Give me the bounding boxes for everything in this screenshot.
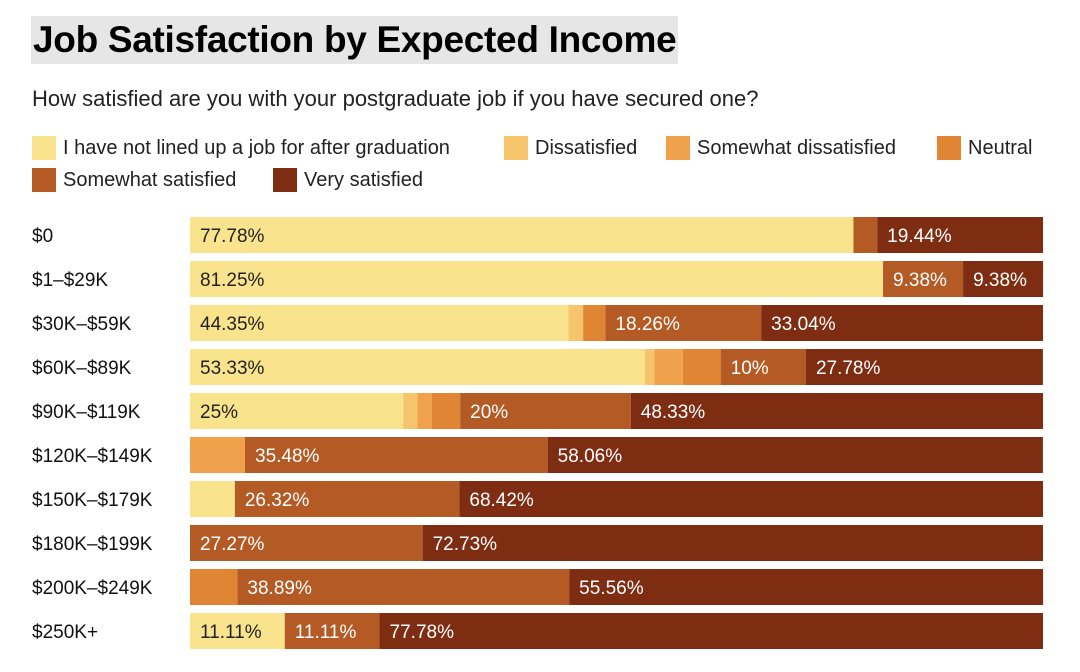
data-label: 18.26% <box>615 314 680 335</box>
legend-item-neutral: Neutral <box>937 134 1032 162</box>
legend-item-somewhat-dissatisfied: Somewhat dissatisfied <box>666 134 896 162</box>
bar-segment <box>190 437 246 473</box>
bar-segment <box>853 217 878 253</box>
bar-segment <box>190 481 235 517</box>
bar-segment <box>720 349 806 385</box>
bar-segment <box>417 393 432 429</box>
legend-item-not-lined-up: I have not lined up a job for after grad… <box>32 134 450 162</box>
legend-swatch <box>666 136 690 160</box>
data-label: 77.78% <box>390 622 455 643</box>
data-label: 72.73% <box>433 534 498 555</box>
data-label: 35.48% <box>255 446 320 467</box>
data-label: 33.04% <box>771 314 836 335</box>
row-label: $60K–$89K <box>32 358 132 379</box>
legend-item-very-satisfied: Very satisfied <box>273 166 423 194</box>
bar-segment <box>237 569 570 605</box>
data-label: 9.38% <box>893 270 947 291</box>
bar-segment <box>190 569 238 605</box>
data-label: 11.11% <box>200 622 262 643</box>
data-label: 55.56% <box>579 578 644 599</box>
bar-segment <box>605 305 762 341</box>
bar-segment <box>431 393 461 429</box>
bar-segment <box>963 261 1044 297</box>
data-label: 9.38% <box>973 270 1027 291</box>
bar-segment <box>682 349 721 385</box>
chart-subtitle: How satisfied are you with your postgrad… <box>32 86 759 111</box>
legend-swatch <box>504 136 528 160</box>
data-label: 25% <box>200 402 238 423</box>
legend-label: Very satisfied <box>304 169 423 191</box>
chart-title: Job Satisfaction by Expected Income <box>31 16 679 64</box>
bar-segment <box>284 613 380 649</box>
row-label: $0 <box>32 226 53 247</box>
data-label: 26.32% <box>245 490 310 511</box>
data-label: 44.35% <box>200 314 265 335</box>
bar-segment <box>547 437 1043 473</box>
row-label: $30K–$59K <box>32 314 132 335</box>
row-label: $180K–$199K <box>32 534 153 555</box>
row-label: $120K–$149K <box>32 446 153 467</box>
bar-segment <box>654 349 683 385</box>
legend-label: Somewhat satisfied <box>63 169 237 191</box>
legend-swatch <box>32 168 56 192</box>
bar-segment <box>190 217 854 253</box>
bar-segment <box>569 569 1044 605</box>
data-label: 11.11% <box>295 622 357 643</box>
bar-segment <box>459 481 1043 517</box>
bar-segment <box>583 305 606 341</box>
row-label: $90K–$119K <box>32 402 141 423</box>
data-label: 27.78% <box>816 358 881 379</box>
bar-segment <box>805 349 1043 385</box>
row-label: $150K–$179K <box>32 490 153 511</box>
bar-segment <box>379 613 1043 649</box>
bar-segment <box>630 393 1043 429</box>
legend: I have not lined up a job for after grad… <box>32 134 1072 198</box>
legend-swatch <box>273 168 297 192</box>
row-label: $200K–$249K <box>32 578 153 599</box>
legend-swatch <box>937 136 961 160</box>
data-label: 10% <box>731 358 769 379</box>
bar-segment <box>190 393 404 429</box>
data-label: 53.33% <box>200 358 265 379</box>
bar-segment <box>234 481 460 517</box>
legend-label: Somewhat dissatisfied <box>697 137 896 159</box>
row-label: $1–$29K <box>32 270 108 291</box>
bar-segment <box>460 393 631 429</box>
bar-segment <box>761 305 1043 341</box>
legend-label: Dissatisfied <box>535 137 638 159</box>
bar-segment <box>245 437 548 473</box>
data-label: 68.42% <box>469 490 534 511</box>
legend-label: Neutral <box>968 137 1033 159</box>
data-label: 81.25% <box>200 270 265 291</box>
bar-segment <box>883 261 964 297</box>
row-label: $250K+ <box>32 622 98 643</box>
bar-segment <box>877 217 1043 253</box>
bar-segment <box>190 261 884 297</box>
data-label: 19.44% <box>887 226 952 247</box>
legend-label: I have not lined up a job for after grad… <box>63 137 450 159</box>
bar-segment <box>403 393 418 429</box>
bar-segment <box>190 349 645 385</box>
bar-segment <box>190 613 285 649</box>
data-label: 38.89% <box>247 578 312 599</box>
legend-item-somewhat-satisfied: Somewhat satisfied <box>32 166 236 194</box>
legend-item-dissatisfied: Dissatisfied <box>504 134 637 162</box>
bar-segment <box>190 305 569 341</box>
legend-swatch <box>32 136 56 160</box>
bar-segment <box>422 525 1043 561</box>
bar-segment <box>568 305 584 341</box>
data-label: 58.06% <box>558 446 623 467</box>
bar-segment <box>190 525 423 561</box>
data-label: 27.27% <box>200 534 265 555</box>
data-label: 20% <box>470 402 508 423</box>
data-label: 48.33% <box>641 402 706 423</box>
data-label: 77.78% <box>200 226 265 247</box>
bar-segment <box>644 349 655 385</box>
